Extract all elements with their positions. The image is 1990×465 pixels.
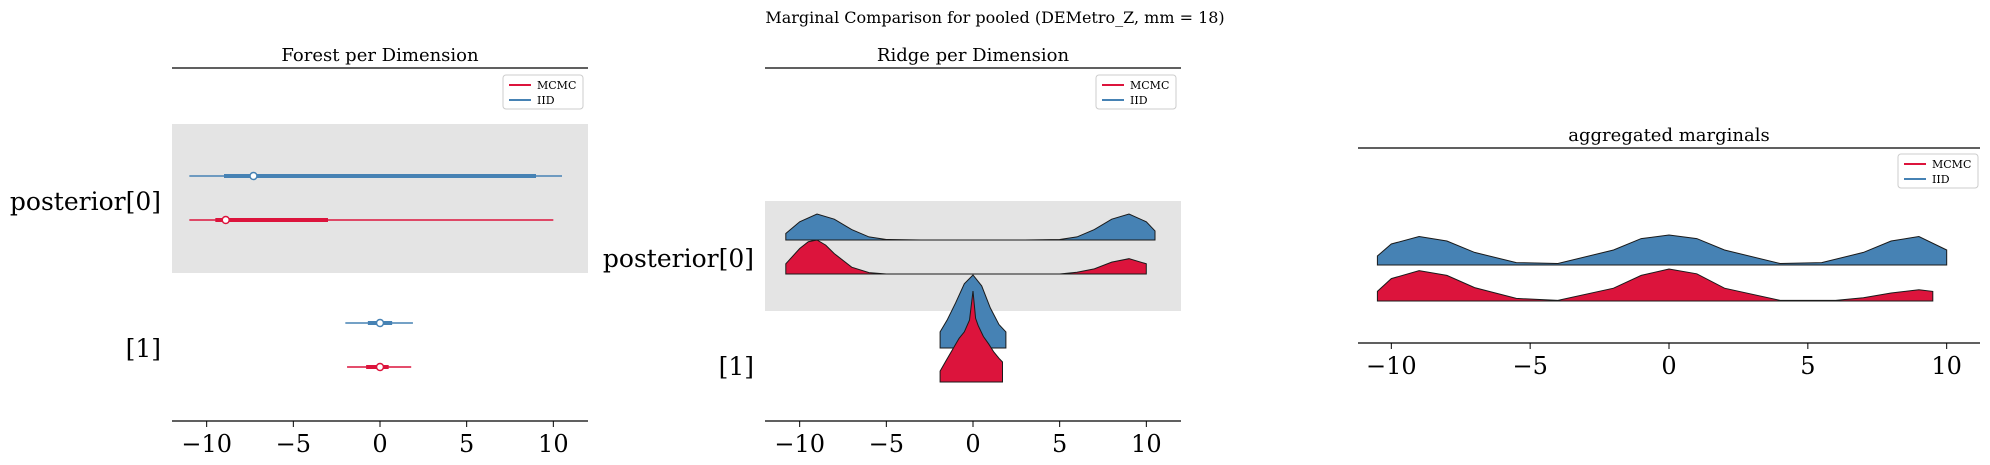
- y-label-dim-1: [1]: [126, 334, 161, 363]
- legend-label-mcmc: MCMC: [1130, 79, 1169, 92]
- y-label-posterior-0: posterior[0]: [603, 244, 754, 273]
- panel-title: Forest per Dimension: [281, 45, 479, 66]
- figure-suptitle: Marginal Comparison for pooled (DEMetro_…: [765, 8, 1224, 27]
- x-tick-label: −5: [1512, 352, 1547, 380]
- ridge-panel: Ridge per Dimension −10 −5 0 5 10 posterior[0]…: [603, 45, 1181, 458]
- x-tick-label: −10: [1366, 352, 1417, 380]
- x-tick-label: 10: [1931, 352, 1962, 380]
- legend-label-iid: IID: [537, 94, 555, 107]
- x-tick-label: −5: [869, 430, 904, 458]
- x-tick-label: 5: [459, 430, 474, 458]
- ridge-mcmc-aggregated: [1376, 268, 1934, 302]
- median-point-iid: [375, 318, 385, 328]
- legend-label-mcmc: MCMC: [537, 79, 576, 92]
- ridge-iid-posterior-0: [785, 213, 1156, 241]
- x-tick-label: −10: [181, 430, 232, 458]
- x-tick-label: 0: [1661, 352, 1676, 380]
- ridge-mcmc-posterior-0: [785, 239, 1147, 275]
- median-point-mcmc: [375, 362, 385, 372]
- ridge-mcmc-dim-1: [939, 290, 1003, 383]
- x-tick-label: 5: [1800, 352, 1815, 380]
- y-label-dim-1: [1]: [719, 352, 754, 381]
- x-tick-label: −10: [774, 430, 825, 458]
- x-tick-label: −5: [276, 430, 311, 458]
- x-tick-label: 10: [1131, 430, 1162, 458]
- legend-label-iid: IID: [1932, 173, 1950, 186]
- legend-label-mcmc: MCMC: [1932, 158, 1971, 171]
- ridge-iid-aggregated: [1376, 234, 1948, 266]
- y-label-posterior-0: posterior[0]: [10, 187, 161, 216]
- x-tick-label: 10: [538, 430, 569, 458]
- x-tick-label: 5: [1052, 430, 1067, 458]
- x-tick-label: 0: [965, 430, 980, 458]
- panel-title: Ridge per Dimension: [877, 45, 1070, 66]
- panel-title: aggregated marginals: [1568, 125, 1769, 146]
- forest-panel: Forest per Dimension −10 −5 0 5 10 posterior[0…: [10, 45, 588, 458]
- dimension-band: [172, 124, 588, 273]
- median-point-mcmc: [221, 215, 230, 225]
- aggregated-panel: aggregated marginals −10 −5 0 5 10 MCMC IID: [1358, 125, 1980, 380]
- median-point-iid: [249, 171, 258, 181]
- x-tick-label: 0: [372, 430, 387, 458]
- legend-label-iid: IID: [1130, 94, 1148, 107]
